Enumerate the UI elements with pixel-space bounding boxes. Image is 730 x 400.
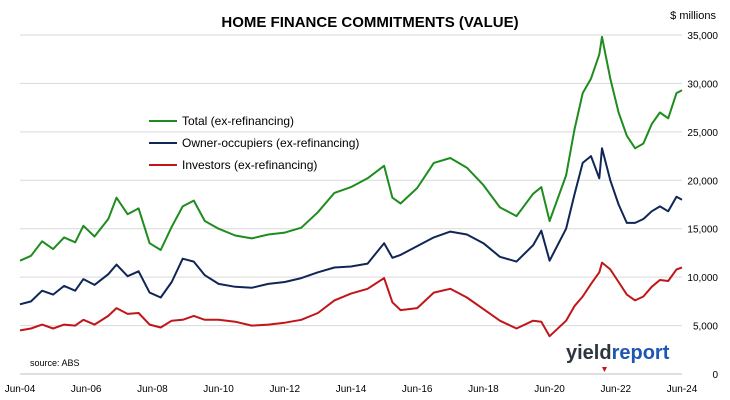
unit-label: $ millions — [670, 10, 716, 22]
legend-label: Investors (ex-refinancing) — [182, 158, 317, 172]
series-lines — [19, 35, 683, 338]
legend-item: Total (ex-refinancing) — [149, 114, 294, 128]
y-tick-label: 5,000 — [693, 322, 718, 333]
x-tick-label: Jun-08 — [137, 384, 168, 395]
y-tick-label: 10,000 — [687, 273, 718, 284]
legend-label: Total (ex-refinancing) — [182, 114, 294, 128]
series-line-3 — [19, 261, 683, 338]
yieldreport-logo: yieldreport — [566, 342, 670, 372]
x-tick-label: Jun-06 — [71, 384, 102, 395]
gridlines — [20, 34, 682, 375]
x-tick-label: Jun-18 — [468, 384, 499, 395]
y-tick-label: 0 — [712, 370, 718, 381]
legend-label: Owner-occupiers (ex-refinancing) — [182, 136, 359, 150]
svg-text:yieldreport: yieldreport — [566, 342, 670, 364]
series-line-1 — [19, 35, 683, 262]
x-tick-label: Jun-24 — [667, 384, 698, 395]
axes: 0 5,000 10,000 15,000 20,000 25,000 30,000 35,0… — [5, 31, 719, 395]
y-tick-label: 30,000 — [687, 79, 718, 90]
x-tick-label: Jun-14 — [336, 384, 367, 395]
chart-title: HOME FINANCE COMMITMENTS (VALUE) — [221, 14, 518, 31]
legend-item: Owner-occupiers (ex-refinancing) — [149, 136, 359, 150]
y-tick-label: 20,000 — [687, 176, 718, 187]
x-tick-label: Jun-04 — [5, 384, 36, 395]
x-tick-label: Jun-20 — [534, 384, 565, 395]
y-tick-label: 35,000 — [687, 31, 718, 42]
legend-item: Investors (ex-refinancing) — [149, 158, 317, 172]
x-tick-label: Jun-22 — [601, 384, 632, 395]
y-tick-label: 15,000 — [687, 225, 718, 236]
x-tick-label: Jun-10 — [203, 384, 234, 395]
x-tick-label: Jun-16 — [402, 384, 433, 395]
series-line-2 — [19, 147, 683, 306]
source-note: source: ABS — [30, 358, 80, 368]
x-tick-label: Jun-12 — [270, 384, 301, 395]
y-tick-label: 25,000 — [687, 128, 718, 139]
legend: Total (ex-refinancing) Owner-occupiers (e… — [149, 114, 359, 172]
